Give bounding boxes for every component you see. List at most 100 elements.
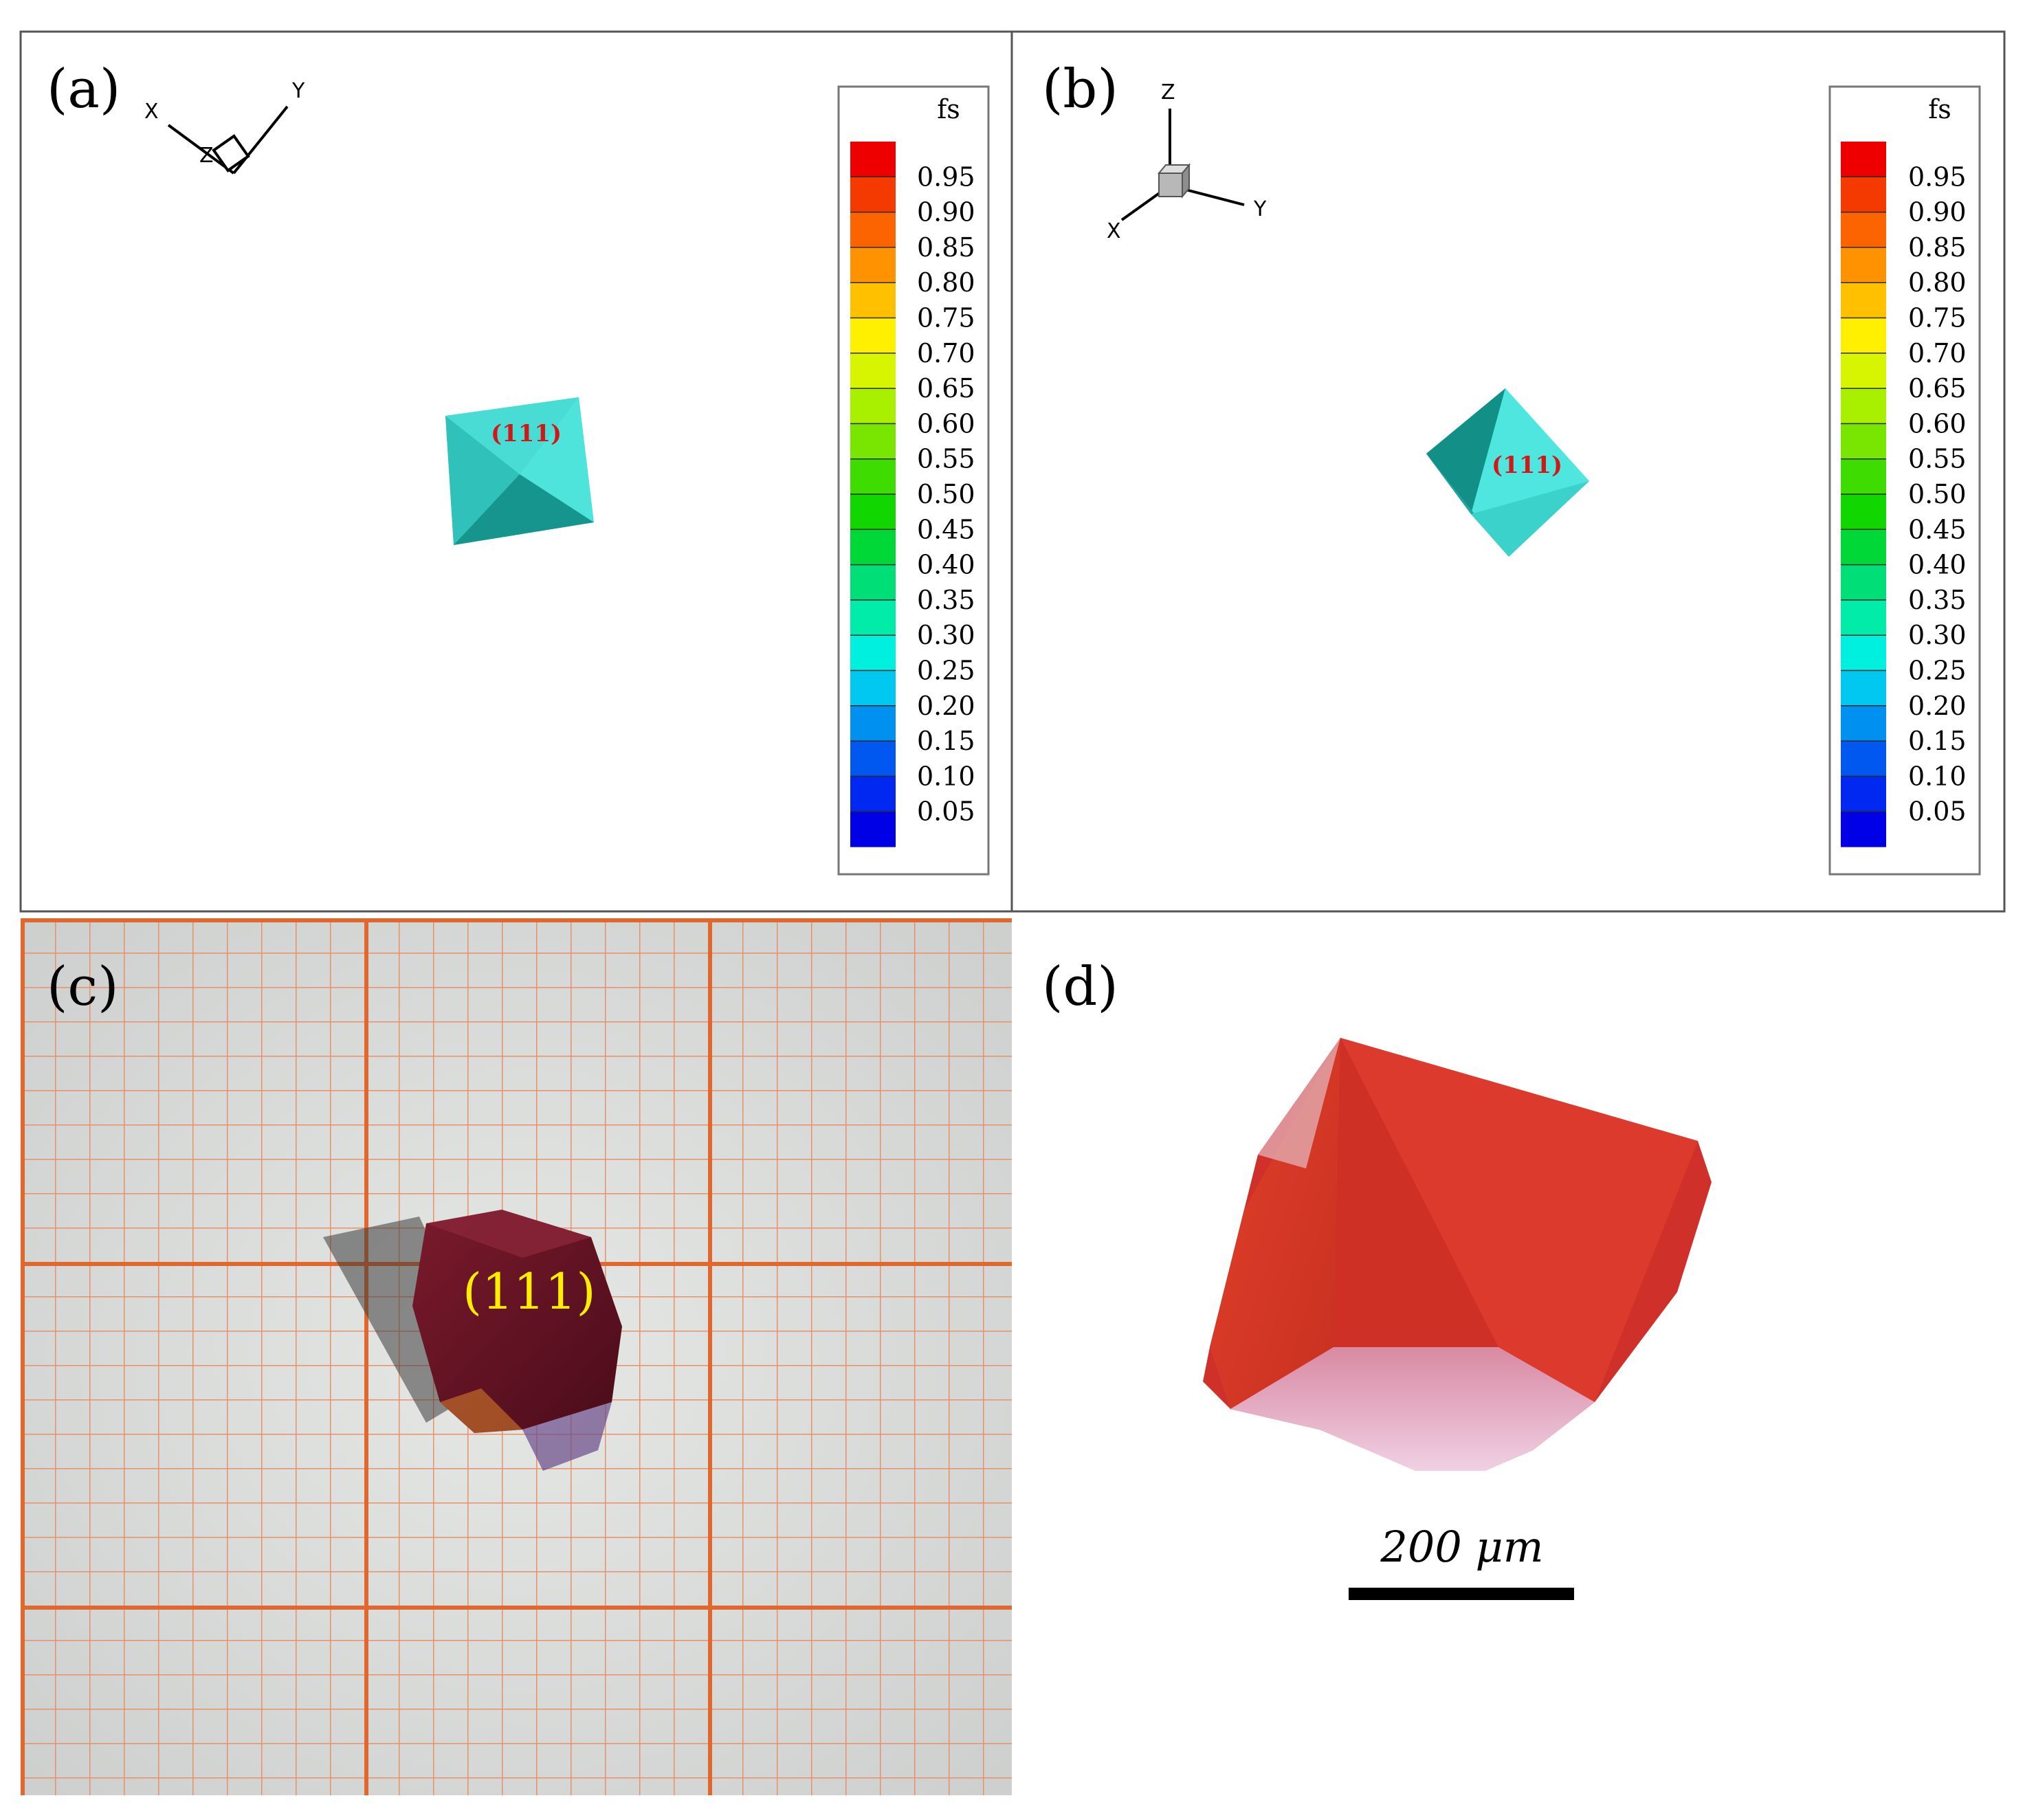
- colorbar-tick-label-b: 0.65: [1908, 373, 1967, 403]
- colorbar-tick-label-b: 0.75: [1908, 303, 1967, 333]
- colorbar-tick-label-a: 0.90: [917, 197, 975, 228]
- colorbar-tick-label-b: 0.85: [1908, 232, 1967, 263]
- colorbar-tick-label-a: 0.35: [917, 585, 975, 615]
- colorbar-swatch-a: [850, 318, 896, 354]
- colorbar-swatch-b: [1841, 741, 1886, 777]
- colorbar-tick-label-a: 0.80: [917, 267, 975, 298]
- colorbar-swatch-a: [850, 423, 896, 460]
- colorbar-tick-label-a: 0.95: [917, 162, 975, 192]
- colorbar-swatch-b: [1841, 318, 1886, 354]
- panel-a-label: (a): [47, 58, 120, 120]
- panel-b-label: (b): [1042, 58, 1118, 120]
- colorbar-tick-label-b: 0.80: [1908, 267, 1967, 298]
- colorbar-tick-label-a: 0.05: [917, 797, 975, 827]
- colorbar-swatch-a: [850, 458, 896, 495]
- colorbar-tick-label-a: 0.45: [917, 514, 975, 544]
- octahedron-a: [445, 397, 594, 545]
- colorbar-tick-label-b: 0.60: [1908, 408, 1967, 439]
- colorbar-tick-label-a: 0.15: [917, 726, 975, 756]
- axis-y-label-a: Y: [291, 79, 305, 103]
- colorbar-tick-label-b: 0.20: [1908, 691, 1967, 721]
- face-label-c: (111): [463, 1263, 596, 1320]
- colorbar-swatch-a: [850, 494, 896, 530]
- colorbar-tick-label-a: 0.70: [917, 338, 975, 368]
- colorbar-ticks-a: 0.95 0.90 0.85 0.80 0.75 0.70 0.65 0.60 0.55 0.50…: [917, 162, 975, 826]
- colorbar-tick-label-b: 0.35: [1908, 585, 1967, 615]
- colorbar-swatch-b: [1841, 776, 1886, 812]
- colorbar-swatch-a: [850, 177, 896, 213]
- colorbar-swatch-a: [850, 282, 896, 318]
- colorbar-tick-label-a: 0.20: [917, 691, 975, 721]
- colorbar-title-a: fs: [937, 94, 960, 124]
- colorbar-swatch-a: [850, 247, 896, 283]
- colorbar-swatch-a: [850, 353, 896, 389]
- colorbar-tick-label-a: 0.85: [917, 232, 975, 263]
- colorbar-swatch-a: [850, 388, 896, 424]
- colorbar-swatch-a: [850, 599, 896, 636]
- colorbar-swatch-b: [1841, 670, 1886, 707]
- colorbar-swatch-a: [850, 811, 896, 847]
- colorbar-swatch-b: [1841, 705, 1886, 742]
- colorbar-swatch-b: [1841, 811, 1886, 847]
- colorbar-tick-label-a: 0.50: [917, 479, 975, 509]
- colorbar-tick-label-b: 0.45: [1908, 514, 1967, 544]
- colorbar-swatch-b: [1841, 388, 1886, 424]
- colorbar-swatch-b: [1841, 142, 1886, 177]
- face-label-b: (111): [1492, 452, 1562, 479]
- colorbar-swatch-b: [1841, 423, 1886, 460]
- colorbar-tick-label-b: 0.10: [1908, 761, 1967, 791]
- colorbar-swatch-b: [1841, 635, 1886, 671]
- axis-x-label-a: X: [144, 100, 159, 124]
- axis-cube-b: [1157, 163, 1191, 199]
- panel-c-label: (c): [47, 956, 119, 1018]
- colorbar-swatch-a: [850, 564, 896, 601]
- face-label-a: (111): [491, 420, 562, 447]
- colorbar-swatch-a: [850, 212, 896, 248]
- colorbar-tick-label-a: 0.75: [917, 303, 975, 333]
- scale-bar-label: 200 μm: [1380, 1522, 1543, 1572]
- colorbar-tick-label-b: 0.30: [1908, 620, 1967, 650]
- octahedron-b: [1426, 388, 1589, 557]
- colorbar-tick-label-b: 0.40: [1908, 550, 1967, 580]
- panel-d-label: (d): [1042, 956, 1118, 1018]
- colorbar-swatches-a: [850, 142, 896, 847]
- colorbar-a: fs 0.950.900.850.800.750.700.650.600.550…: [837, 85, 990, 876]
- axis-z-label-a: Z: [199, 144, 214, 168]
- colorbar-swatch-a: [850, 529, 896, 566]
- colorbar-tick-label-b: 0.50: [1908, 479, 1967, 509]
- colorbar-tick-label-a: 0.55: [917, 444, 975, 474]
- panel-c: (111) (c): [21, 918, 1012, 1795]
- colorbar-swatches-b: [1841, 142, 1886, 847]
- colorbar-swatch-b: [1841, 494, 1886, 530]
- colorbar-swatch-a: [850, 142, 896, 177]
- scale-bar: [1349, 1588, 1574, 1600]
- colorbar-tick-label-a: 0.65: [917, 373, 975, 403]
- colorbar-tick-label-b: 0.55: [1908, 444, 1967, 474]
- colorbar-tick-label-b: 0.05: [1908, 797, 1967, 827]
- colorbar-b: fs 0.950.900.850.800.750.700.650.600.550…: [1828, 85, 1981, 876]
- colorbar-swatch-b: [1841, 599, 1886, 636]
- colorbar-swatch-a: [850, 776, 896, 812]
- colorbar-tick-label-b: 0.70: [1908, 338, 1967, 368]
- colorbar-tick-label-a: 0.60: [917, 408, 975, 439]
- colorbar-tick-label-b: 0.90: [1908, 197, 1967, 228]
- axis-y-label-b: Y: [1253, 197, 1267, 221]
- colorbar-swatch-b: [1841, 458, 1886, 495]
- red-crystal: [1203, 1038, 1712, 1471]
- colorbar-tick-label-a: 0.10: [917, 761, 975, 791]
- panel-b: (b) Z Y X (111) fs 0.950.900.850.800.750…: [1042, 58, 1981, 876]
- colorbar-tick-label-b: 0.15: [1908, 726, 1967, 756]
- colorbar-swatch-a: [850, 635, 896, 671]
- colorbar-swatch-a: [850, 670, 896, 707]
- axis-z-label-b: Z: [1161, 80, 1175, 104]
- colorbar-swatch-b: [1841, 282, 1886, 318]
- colorbar-tick-label-b: 0.95: [1908, 162, 1967, 192]
- panel-d: (d) 200 μm: [1042, 956, 1712, 1600]
- panel-a: (a) X Y Z (111) fs 0.950.900.850.800.750…: [47, 58, 990, 876]
- colorbar-swatch-b: [1841, 564, 1886, 601]
- colorbar-swatch-b: [1841, 212, 1886, 248]
- colorbar-tick-label-a: 0.40: [917, 550, 975, 580]
- colorbar-tick-label-a: 0.25: [917, 656, 975, 686]
- axis-triad-a: [167, 105, 289, 175]
